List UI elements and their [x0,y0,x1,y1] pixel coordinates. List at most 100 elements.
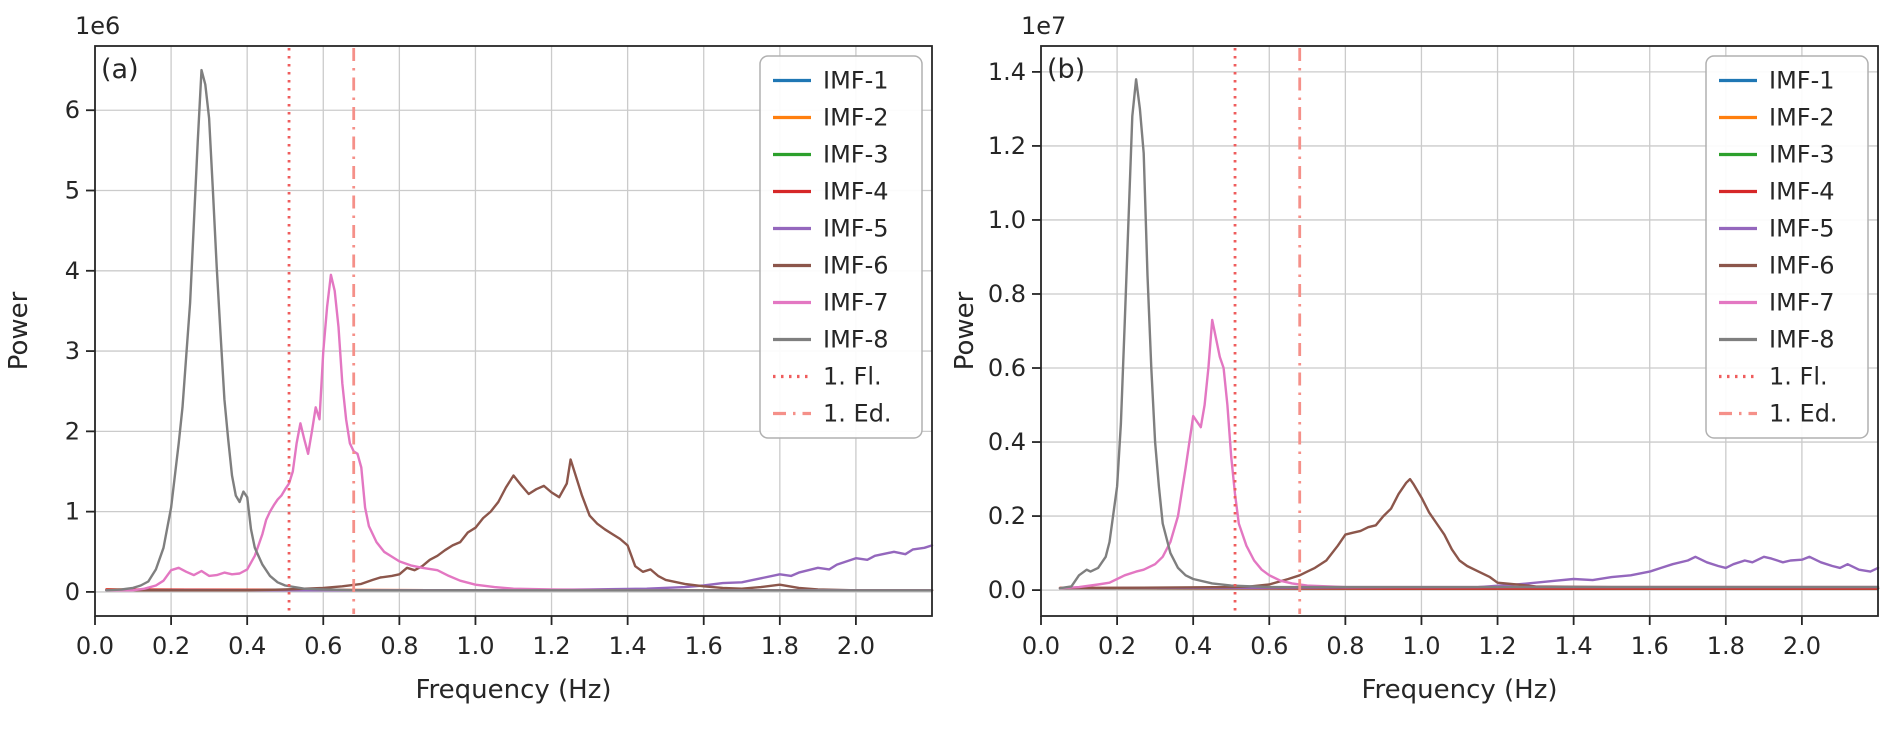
y-tick-label: 0.6 [988,354,1026,382]
x-tick-label: 1.0 [456,632,494,660]
x-tick-label: 0.4 [228,632,266,660]
y-tick-label: 3 [65,337,80,365]
y-tick-label: 1.0 [988,206,1026,234]
legend-entry-label: IMF-1 [823,67,889,95]
x-tick-label: 2.0 [1783,632,1821,660]
y-axis-offset-text: 1e7 [1021,12,1066,40]
series-line-imf-6 [1058,477,1880,590]
series-line-imf-5 [105,544,934,592]
series-line-imf-8 [105,68,934,592]
y-tick-label: 5 [65,177,80,205]
legend: IMF-1 IMF-2 IMF-3 IMF-4 IMF-5 IMF-6 IMF-7 IMF-8… [759,55,923,439]
subplot-a-container: 0.0 0.2 0.4 0.6 0.8 1.0 1.2 1.4 1.6 1.8 2.0 0 1 2 3 4 5 6… [4,12,934,705]
legend-entry-label: IMF-3 [823,141,889,169]
legend-entry-label: IMF-4 [1769,178,1835,206]
x-tick-label: 0.8 [380,632,418,660]
x-tick-label: 0.2 [152,632,190,660]
legend-entry-imf-3: IMF-3 [773,141,889,169]
legend-entry-label: 1. Ed. [823,400,892,428]
tick-labels: 0.0 0.2 0.4 0.6 0.8 1.0 1.2 1.4 1.6 1.8 2.0 0 1 2 3 4 5 6 [65,96,875,660]
legend-entry-label: 1. Ed. [1769,400,1838,428]
legend-entry-label: IMF-4 [823,178,889,206]
x-tick-label: 0.2 [1098,632,1136,660]
axes-frame [94,45,933,617]
legend-entry-label: IMF-2 [1769,104,1835,132]
series-line-imf-5 [1058,555,1880,590]
x-axis-label: Frequency (Hz) [1361,675,1557,705]
y-tick-label: 1.4 [988,58,1026,86]
x-tick-label: 0.0 [76,632,114,660]
axes-frame [1040,45,1879,617]
y-tick-label: 1 [65,498,80,526]
legend: IMF-1 IMF-2 IMF-3 IMF-4 IMF-5 IMF-6 IMF-7 IMF-8… [1705,55,1869,439]
y-tick-label: 0.4 [988,428,1026,456]
legend-entry-1-ed-: 1. Ed. [1719,400,1838,428]
x-tick-label: 1.8 [761,632,799,660]
x-tick-label: 1.4 [609,632,647,660]
legend-entry-label: 1. Fl. [1769,363,1828,391]
series-line-imf-7 [1058,318,1880,590]
legend-entry-imf-3: IMF-3 [1719,141,1835,169]
tick-marks [1032,71,1803,625]
x-tick-label: 1.2 [1478,632,1516,660]
legend-entry-label: 1. Fl. [823,363,882,391]
legend-entry-label: IMF-2 [823,104,889,132]
y-tick-label: 0.2 [988,502,1026,530]
subplot-a: 0.0 0.2 0.4 0.6 0.8 1.0 1.2 1.4 1.6 1.8 2.0 0 1 2 3 4 5 6… [4,12,934,705]
y-tick-label: 0.8 [988,280,1026,308]
legend-entry-imf-4: IMF-4 [773,178,889,206]
legend-entry-imf-2: IMF-2 [773,104,889,132]
legend-entry-imf-4: IMF-4 [1719,178,1835,206]
series-group [1058,78,1880,590]
legend-entry-imf-2: IMF-2 [1719,104,1835,132]
x-tick-label: 1.8 [1707,632,1745,660]
y-tick-label: 0.0 [988,576,1026,604]
series-line-imf-6 [105,458,934,592]
legend-entry-imf-8: IMF-8 [1719,326,1835,354]
x-tick-label: 1.0 [1402,632,1440,660]
y-tick-label: 6 [65,96,80,124]
y-axis-offset-text: 1e6 [75,12,120,40]
subplot-b-container: 0.0 0.2 0.4 0.6 0.8 1.0 1.2 1.4 1.6 1.8 2.0 0.0 0.2 0… [946,0,1892,746]
legend-entry-1-fl-: 1. Fl. [1719,363,1828,391]
legend-entry-1-ed-: 1. Ed. [773,400,892,428]
x-tick-label: 1.4 [1555,632,1593,660]
y-tick-label: 0 [65,578,80,606]
legend-entry-label: IMF-5 [1769,215,1835,243]
y-axis-label: Power [4,291,34,370]
legend-entry-label: IMF-6 [1769,252,1835,280]
panel-label: (a) [101,54,139,85]
x-tick-label: 0.6 [1250,632,1288,660]
legend-entry-imf-6: IMF-6 [773,252,889,280]
panel-label: (b) [1047,54,1085,85]
legend-entry-label: IMF-1 [1769,67,1835,95]
y-axis-label: Power [950,291,980,370]
x-tick-label: 1.2 [532,632,570,660]
x-tick-label: 0.0 [1022,632,1060,660]
legend-entry-imf-1: IMF-1 [1719,67,1835,95]
x-tick-label: 0.6 [304,632,342,660]
legend-entry-label: IMF-8 [1769,326,1835,354]
x-tick-label: 2.0 [837,632,875,660]
legend-entry-label: IMF-7 [823,289,889,317]
legend-entry-imf-7: IMF-7 [1719,289,1835,317]
series-group [105,68,934,592]
legend-entry-label: IMF-7 [1769,289,1835,317]
y-tick-label: 4 [65,257,80,285]
legend-entry-1-fl-: 1. Fl. [773,363,882,391]
tick-labels: 0.0 0.2 0.4 0.6 0.8 1.0 1.2 1.4 1.6 1.8 2.0 0.0 0.2 0… [988,58,1821,660]
legend-entry-imf-1: IMF-1 [773,67,889,95]
series-line-imf-7 [105,273,934,592]
x-axis-label: Frequency (Hz) [415,675,611,705]
y-tick-label: 1.2 [988,132,1026,160]
legend-entry-label: IMF-6 [823,252,889,280]
legend-entry-label: IMF-8 [823,326,889,354]
legend-entry-imf-6: IMF-6 [1719,252,1835,280]
series-line-imf-8 [1058,78,1880,590]
legend-entry-imf-5: IMF-5 [773,215,889,243]
tick-marks [86,109,857,625]
legend-box [1705,55,1869,439]
x-tick-label: 1.6 [1631,632,1669,660]
subplot-b: 0.0 0.2 0.4 0.6 0.8 1.0 1.2 1.4 1.6 1.8 2.0 0.0 0.2 0… [946,0,1892,746]
